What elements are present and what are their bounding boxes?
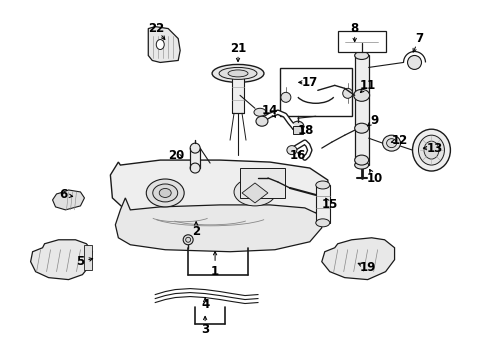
Bar (240, 168, 285, 198)
Ellipse shape (228, 70, 248, 77)
Ellipse shape (244, 185, 266, 199)
Ellipse shape (254, 108, 266, 116)
Ellipse shape (234, 178, 276, 206)
Text: 11: 11 (360, 79, 376, 92)
Ellipse shape (354, 89, 369, 101)
Bar (355, 55, 368, 165)
Ellipse shape (183, 235, 193, 245)
Bar (316, 185, 330, 223)
Bar (338, 31, 386, 53)
Polygon shape (52, 190, 84, 210)
Ellipse shape (190, 143, 200, 153)
Bar (232, 73, 244, 113)
Ellipse shape (355, 155, 368, 165)
Ellipse shape (418, 135, 444, 165)
Ellipse shape (424, 141, 439, 159)
Ellipse shape (186, 237, 191, 242)
Ellipse shape (413, 129, 450, 171)
Ellipse shape (147, 179, 184, 207)
Ellipse shape (387, 139, 396, 148)
Bar (293, 126, 303, 134)
Text: 1: 1 (211, 265, 219, 278)
Polygon shape (115, 198, 322, 252)
Ellipse shape (159, 189, 171, 197)
Ellipse shape (355, 51, 368, 59)
Ellipse shape (292, 121, 304, 131)
Ellipse shape (219, 67, 257, 80)
Text: 2: 2 (192, 225, 200, 238)
Text: 14: 14 (262, 104, 278, 117)
Bar (280, 68, 352, 116)
Text: 9: 9 (370, 114, 379, 127)
Text: 12: 12 (392, 134, 408, 147)
Ellipse shape (190, 163, 200, 173)
Text: 22: 22 (148, 22, 164, 35)
Polygon shape (242, 183, 268, 203)
Bar (190, 148, 200, 168)
Text: 8: 8 (350, 22, 359, 35)
Ellipse shape (408, 55, 421, 69)
Ellipse shape (281, 92, 291, 102)
Ellipse shape (316, 219, 330, 227)
Polygon shape (148, 27, 180, 62)
Text: 13: 13 (426, 141, 442, 155)
Ellipse shape (256, 116, 268, 126)
Text: 6: 6 (59, 188, 68, 202)
Polygon shape (30, 240, 93, 280)
Text: 15: 15 (321, 198, 338, 211)
Polygon shape (110, 160, 330, 220)
Ellipse shape (212, 64, 264, 82)
Text: 18: 18 (297, 124, 314, 137)
Ellipse shape (383, 135, 400, 151)
Ellipse shape (156, 40, 164, 50)
Text: 20: 20 (168, 149, 184, 162)
Text: 10: 10 (367, 171, 383, 185)
Text: 5: 5 (76, 255, 85, 268)
Polygon shape (322, 238, 394, 280)
Ellipse shape (343, 88, 353, 98)
Text: 4: 4 (201, 298, 209, 311)
Ellipse shape (153, 184, 178, 202)
Text: 19: 19 (360, 261, 376, 274)
Text: 7: 7 (416, 32, 423, 45)
Bar (84, 245, 93, 270)
Ellipse shape (355, 123, 368, 133)
Text: 3: 3 (201, 323, 209, 336)
Text: 16: 16 (290, 149, 306, 162)
Text: 17: 17 (302, 76, 318, 89)
Ellipse shape (287, 146, 297, 154)
Text: 21: 21 (230, 42, 246, 55)
Ellipse shape (355, 161, 368, 169)
Ellipse shape (316, 181, 330, 189)
